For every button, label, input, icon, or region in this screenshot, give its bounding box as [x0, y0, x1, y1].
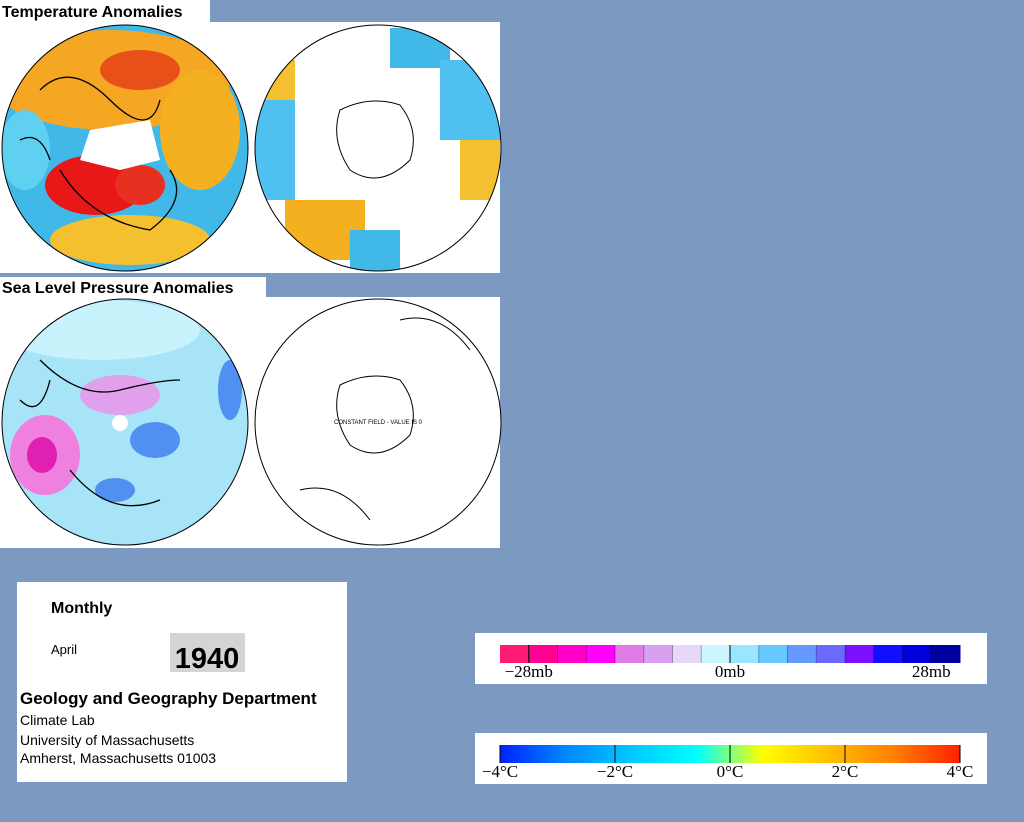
tick-label: 28mb	[912, 662, 951, 681]
title-bar	[0, 277, 266, 297]
nh-temperature-map	[2, 25, 248, 271]
tick-label: −28mb	[505, 662, 553, 681]
color-swatch	[845, 645, 875, 663]
color-swatch	[528, 645, 558, 663]
globe-outline	[1, 24, 249, 272]
title-bar	[0, 0, 210, 22]
color-swatch	[787, 645, 817, 663]
color-swatch	[730, 645, 760, 663]
section-title: Temperature Anomalies	[2, 4, 183, 21]
tick-label: 0mb	[715, 662, 745, 681]
section-title: Sea Level Pressure Anomalies	[2, 280, 234, 297]
department: Geology and Geography Department	[20, 689, 317, 708]
address-line: Climate Lab	[20, 712, 95, 728]
address-line: Amherst, Massachusetts 01003	[20, 750, 216, 766]
globe-outline	[254, 298, 502, 546]
year-label: 1940	[175, 643, 240, 675]
tick-label: −4°C	[482, 762, 518, 781]
tick-label: 2°C	[832, 762, 859, 781]
tick-label: 4°C	[947, 762, 974, 781]
color-swatch	[873, 645, 903, 663]
map-note: CONSTANT FIELD - VALUE IS 0	[334, 420, 423, 426]
globe-outline	[254, 24, 502, 272]
globe-outline	[1, 298, 249, 546]
sh-temperature-map	[255, 25, 501, 271]
period-label: Monthly	[51, 600, 112, 617]
address-line: University of Massachusetts	[20, 732, 194, 748]
color-swatch	[557, 645, 587, 663]
temperature-colorbar: −4°C −2°C 0°C 2°C 4°C	[482, 745, 973, 781]
color-swatch	[500, 645, 530, 663]
color-swatch	[643, 645, 673, 663]
pressure-colorbar: −28mb 0mb 28mb	[500, 645, 961, 681]
color-swatch	[758, 645, 788, 663]
month-label: April	[51, 642, 77, 657]
color-swatch	[902, 645, 932, 663]
color-swatch	[615, 645, 645, 663]
color-swatch	[931, 645, 961, 663]
year-box	[170, 633, 245, 672]
color-swatch	[701, 645, 731, 663]
tick-label: 0°C	[717, 762, 744, 781]
color-swatch	[672, 645, 702, 663]
color-swatch	[586, 645, 616, 663]
coastline	[299, 317, 471, 521]
color-swatch	[816, 645, 846, 663]
tick-label: −2°C	[597, 762, 633, 781]
info-box	[17, 582, 347, 782]
